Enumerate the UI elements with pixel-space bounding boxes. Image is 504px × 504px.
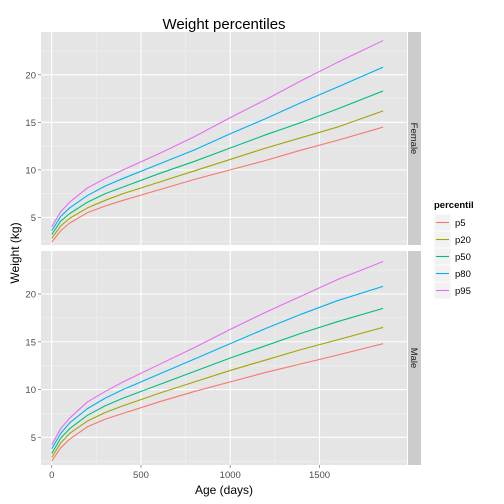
- legend-items: p5 p20 p50 p80 p95: [433, 213, 471, 300]
- facet-strip-label-male: Male: [408, 348, 419, 369]
- series-line-p5: [51, 126, 384, 243]
- series-line-p20: [51, 326, 384, 458]
- legend-label: p20: [455, 235, 471, 246]
- legend-item-p95: p95: [433, 281, 471, 300]
- y-tick-label: 15: [25, 118, 36, 129]
- x-axis: 0 500 1000 1500: [49, 465, 330, 481]
- y-tick-label: 15: [25, 337, 36, 348]
- facet-panels: 5 10 15 20 Female 5 10 15 20 Male 0 500 1000 1500: [25, 32, 421, 481]
- series-line-p50: [51, 90, 384, 235]
- legend-item-p80: p80: [433, 264, 471, 283]
- legend-label: p50: [455, 252, 471, 263]
- facet-panel-male: 5 10 15 20 Male: [25, 251, 421, 465]
- series-line-p80: [51, 66, 384, 232]
- legend-item-p5: p5: [433, 213, 466, 232]
- facet-strip-label-female: Female: [408, 123, 419, 155]
- facet-strip: [408, 32, 421, 245]
- legend-label: p5: [455, 218, 466, 229]
- facet-strip: [408, 251, 421, 465]
- y-tick-label: 20: [25, 70, 36, 81]
- legend-item-p20: p20: [433, 230, 471, 249]
- panel-background: [41, 251, 407, 465]
- legend-item-p50: p50: [433, 247, 471, 266]
- legend-title: percentil: [434, 200, 474, 211]
- series-line-p80: [51, 285, 384, 450]
- x-tick-label: 1500: [309, 470, 330, 481]
- series-line-p50: [51, 307, 384, 454]
- facet-panel-female: 5 10 15 20 Female: [25, 32, 421, 245]
- x-tick-label: 1000: [220, 470, 241, 481]
- y-tick-label: 5: [31, 433, 36, 444]
- legend: percentil p5 p20 p50 p80 p95: [433, 200, 474, 300]
- series-line-p5: [51, 343, 384, 462]
- legend-label: p80: [455, 269, 471, 280]
- legend-label: p95: [455, 286, 471, 297]
- y-tick-label: 20: [25, 289, 36, 300]
- chart-title: Weight percentiles: [162, 16, 285, 33]
- x-tick-label: 500: [133, 470, 149, 481]
- series-line-p95: [51, 260, 384, 446]
- x-axis-title: Age (days): [195, 483, 253, 497]
- panel-background: [41, 32, 407, 245]
- x-tick-label: 0: [49, 470, 54, 481]
- y-tick-label: 10: [25, 165, 36, 176]
- y-axis-title: Weight (kg): [8, 222, 22, 283]
- series-line-p20: [51, 110, 384, 239]
- series-line-p95: [51, 40, 384, 228]
- y-tick-label: 10: [25, 385, 36, 396]
- y-tick-label: 5: [31, 213, 36, 224]
